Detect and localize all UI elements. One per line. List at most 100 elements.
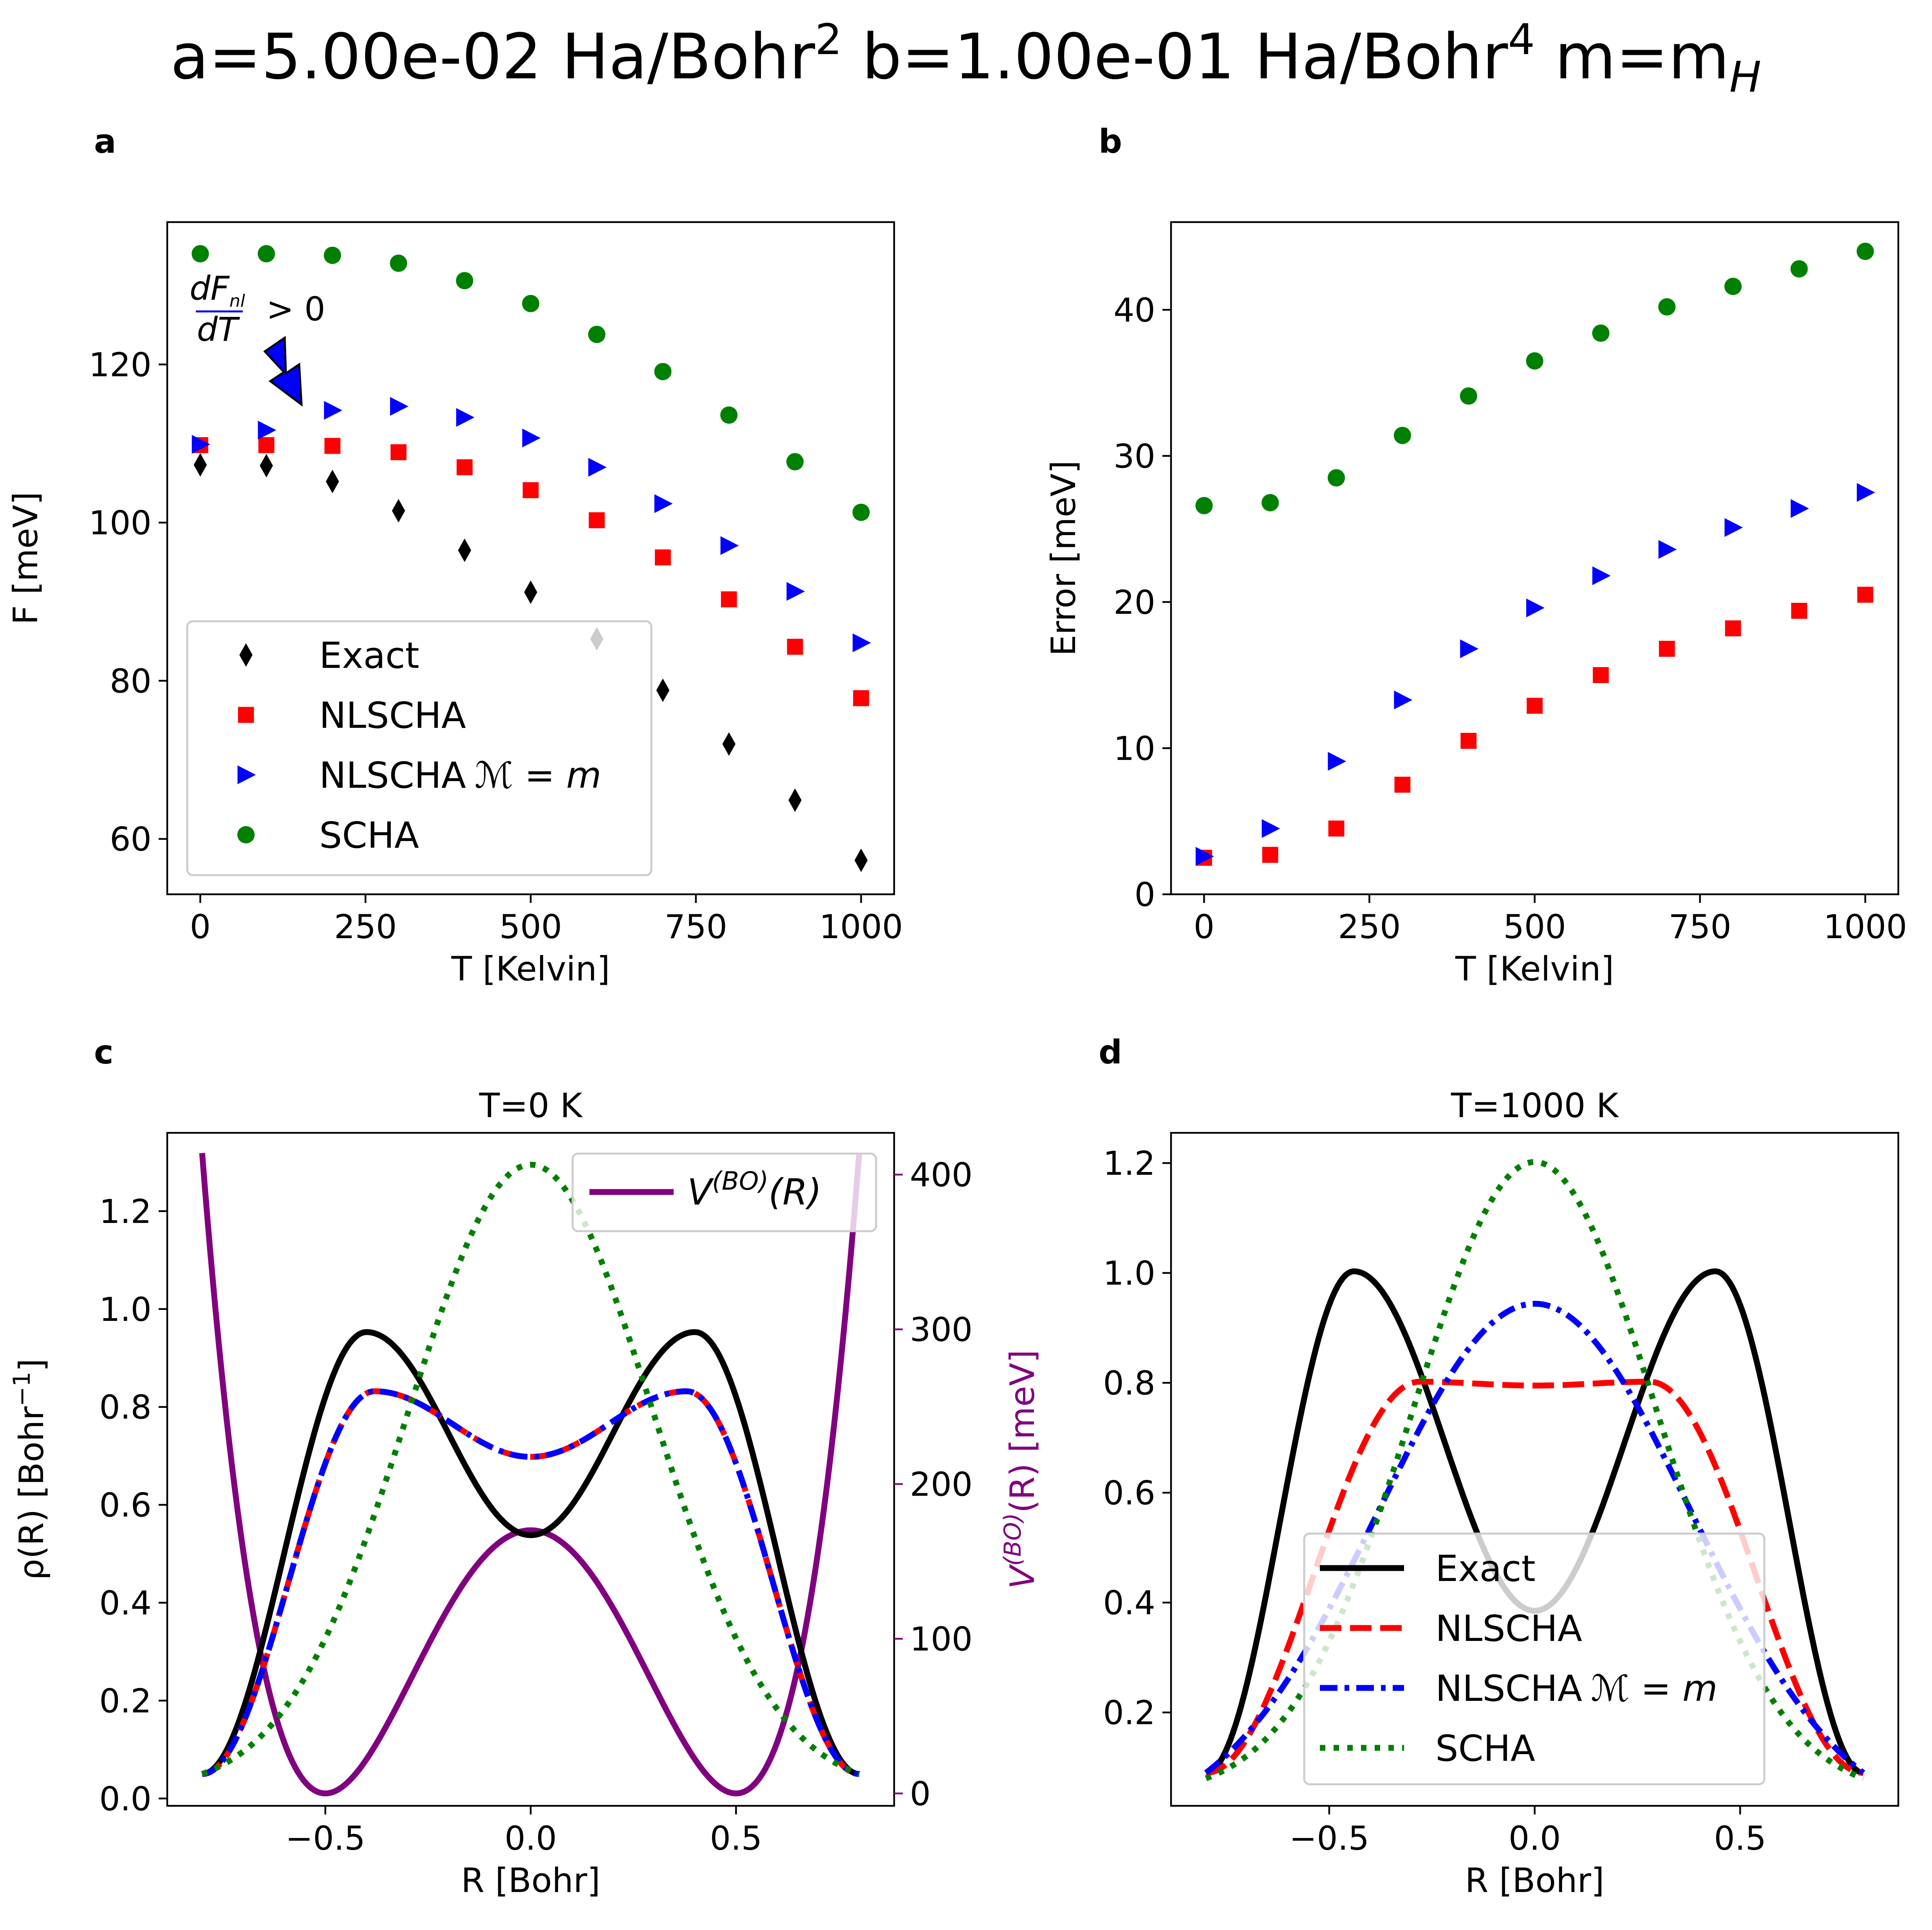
data-point (192, 245, 209, 262)
legend-box (1303, 1532, 1766, 1785)
series-line (202, 1388, 860, 1777)
data-point (588, 458, 607, 477)
y-axis-label: Error [meV] (1044, 460, 1083, 656)
data-point (324, 438, 341, 454)
x-axis-label: T [Kelvin] (1455, 950, 1614, 989)
y-tick-label: 20 (1113, 583, 1155, 622)
series-line (202, 1329, 860, 1777)
legend: Exact NLSCHA NLSCHA ℳ = m SCHA (186, 620, 652, 876)
y-axis-label: F [meV] (6, 492, 45, 624)
legend-label: Exact (1435, 1548, 1536, 1590)
x-tick-label: −0.5 (286, 1819, 365, 1858)
subplot-title: T=0 K (479, 1086, 583, 1125)
x-tick-label: 500 (1503, 908, 1566, 946)
data-point (1460, 733, 1477, 749)
data-point (788, 788, 802, 812)
data-point (656, 678, 670, 702)
data-point (1460, 387, 1477, 405)
panel-label-b: b (1099, 122, 1122, 161)
y-tick-label: 1.2 (99, 1192, 152, 1231)
data-point (326, 470, 339, 494)
y-tick-label: 30 (1113, 437, 1155, 476)
data-point (1724, 518, 1743, 537)
data-point (390, 254, 407, 272)
x-tick-label: 750 (1668, 908, 1731, 946)
legend-label: SCHA (1435, 1727, 1535, 1769)
data-point (456, 408, 475, 427)
data-point (1592, 324, 1610, 342)
series-line-vbo (199, 1152, 862, 1796)
x-tick-label: 0 (1194, 908, 1215, 946)
data-point (1527, 698, 1543, 714)
legend-marker (239, 643, 253, 667)
x-tick-label: 250 (1338, 908, 1401, 946)
data-point (258, 245, 275, 262)
y-tick-label: 0.2 (1103, 1694, 1155, 1732)
x-tick-label: 1000 (819, 908, 903, 946)
plot-frame (166, 1132, 895, 1807)
legend-box (186, 620, 652, 876)
data-point (1460, 639, 1478, 658)
y2-tick-label: 100 (910, 1620, 972, 1658)
panel-d-density-t1000: −0.5 0.0 0.5 0.2 0.4 0.6 0.8 1.0 1.2 R [Bohr] T=10… (1103, 1086, 1899, 1900)
data-point (524, 580, 537, 604)
y-tick-label: 100 (89, 504, 152, 542)
legend-label: SCHA (319, 814, 419, 856)
data-point (722, 732, 736, 756)
data-point (1724, 278, 1742, 295)
legend-box (571, 1152, 877, 1232)
data-point (193, 453, 207, 477)
panel-c-density-t0: −0.5 0.0 0.5 0.0 0.2 0.4 0.6 0.8 1.0 1.2 R [Bohr] T… (8, 1086, 1042, 1900)
data-point (1790, 260, 1808, 278)
data-point (324, 246, 341, 264)
data-point (522, 482, 539, 498)
y-tick-label: 0.6 (99, 1486, 152, 1525)
x-tick-label: 250 (334, 908, 397, 946)
data-point (1856, 242, 1874, 260)
x-tick-label: 0 (190, 908, 211, 946)
data-point (786, 453, 804, 470)
legend-label: NLSCHA (319, 695, 466, 736)
x-tick-label: −0.5 (1289, 1819, 1369, 1858)
legend-label: NLSCHA ℳ = m (1435, 1668, 1717, 1709)
data-point (192, 435, 210, 454)
annotation-relation: > 0 (266, 290, 325, 328)
data-point (1526, 352, 1543, 370)
legend-marker (238, 707, 254, 723)
y-tick-label: 60 (110, 820, 152, 859)
data-point (589, 512, 605, 528)
data-point (853, 633, 871, 653)
x-tick-label: 1000 (1824, 908, 1907, 946)
panel-label-d: d (1099, 1033, 1122, 1071)
y-tick-label: 0 (1135, 875, 1155, 914)
x-tick-label: 0.0 (504, 1819, 557, 1858)
x-axis-label: R [Bohr] (1465, 1861, 1605, 1900)
data-point (1791, 499, 1809, 518)
data-point (1328, 752, 1346, 771)
y-tick-label: 0.6 (1103, 1474, 1155, 1512)
data-point (721, 591, 737, 608)
legend: Exact NLSCHA NLSCHA ℳ = m SCHA (1303, 1532, 1766, 1785)
y-tick-label: 0.8 (99, 1388, 152, 1427)
x-tick-label: 0.0 (1509, 1819, 1561, 1858)
data-point (1592, 566, 1611, 585)
y-tick-label: 0.0 (99, 1780, 152, 1818)
data-point (720, 406, 738, 424)
data-point (522, 429, 541, 448)
legend-label: V(BO)(R) (687, 1167, 822, 1213)
data-point (1725, 620, 1741, 637)
x-axis-label: R [Bohr] (461, 1861, 600, 1900)
y2-tick-label: 0 (910, 1774, 931, 1813)
data-point (456, 272, 474, 289)
data-point (260, 454, 273, 478)
y-tick-label: 1.0 (1103, 1254, 1155, 1293)
data-point (390, 397, 408, 416)
data-point (324, 401, 343, 420)
y-tick-label: 1.2 (1103, 1144, 1155, 1183)
data-point (1857, 586, 1873, 603)
data-point (392, 499, 405, 523)
curves (199, 1152, 862, 1796)
data-point (852, 503, 870, 521)
y-tick-label: 0.4 (1103, 1584, 1155, 1622)
legend-label: Exact (319, 635, 419, 676)
